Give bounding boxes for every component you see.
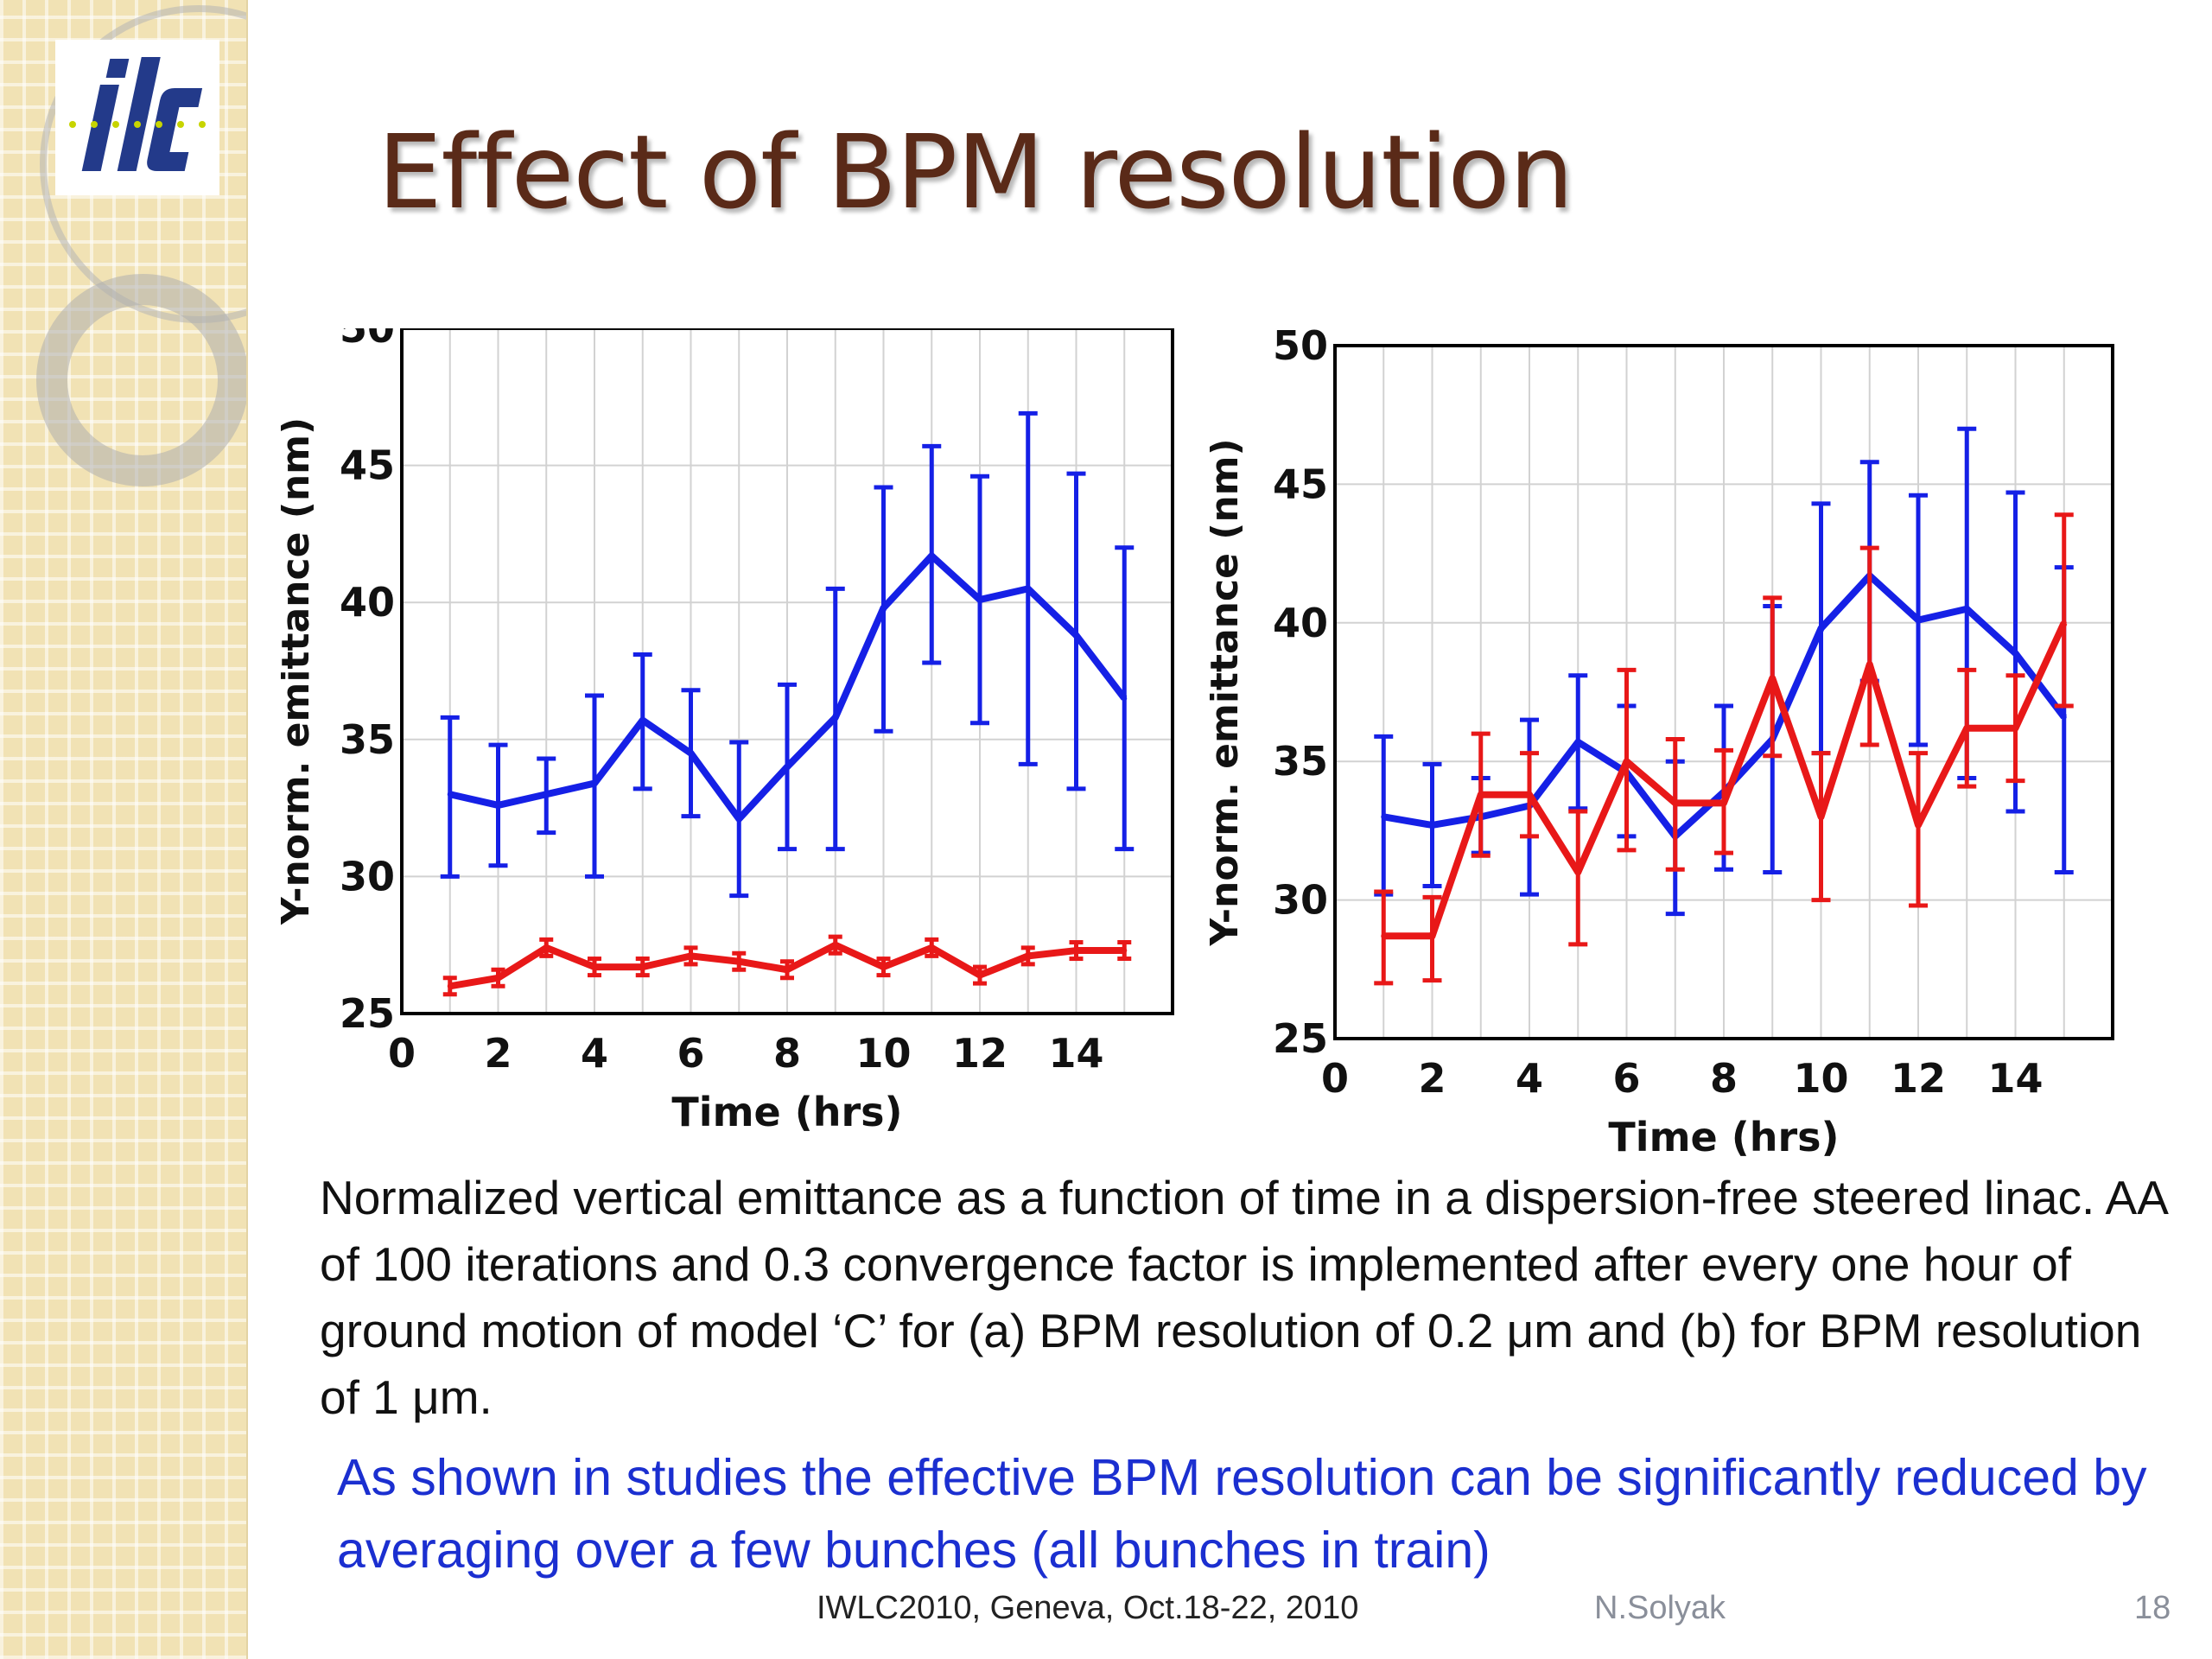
x-tick-label: 0 [388,1030,416,1077]
x-tick-label: 10 [855,1030,911,1077]
data-point-blue [495,802,501,808]
data-point-red [1429,933,1435,939]
data-point-red [495,975,501,981]
data-point-red [1866,661,1872,667]
data-point-blue [639,717,645,723]
data-point-red [977,972,982,978]
data-point-blue [1025,586,1031,592]
y-tick-label: 50 [340,328,395,352]
data-point-blue [977,597,982,603]
y-tick-label: 45 [340,442,395,489]
ilc-logo [55,40,219,195]
x-tick-label: 8 [773,1030,801,1077]
x-tick-label: 2 [1418,1055,1446,1102]
data-point-blue [1073,632,1079,639]
x-axis-label: Time (hrs) [1608,1114,1839,1160]
x-tick-label: 4 [1516,1055,1543,1102]
data-point-blue [688,750,694,756]
y-tick-label: 35 [1273,738,1328,785]
data-point-red [1073,948,1079,954]
x-tick-label: 0 [1321,1055,1349,1102]
data-point-red [1122,948,1128,954]
data-point-blue [447,791,453,798]
data-point-red [1527,791,1532,798]
chart-a-bpm-0.2um: 0 2 4 6 8 10 12 14 25 30 35 40 45 50 Time (hrs) Y-norm.… [281,328,1174,1135]
data-point-blue [736,816,742,822]
data-point-red [832,942,838,948]
x-tick-label: 6 [1612,1055,1640,1102]
data-point-red [447,983,453,989]
data-point-red [1575,869,1581,875]
data-point-red [543,944,550,950]
y-tick-label: 30 [1273,877,1328,924]
data-point-red [1770,675,1776,681]
data-point-blue [2012,651,2018,657]
x-tick-label: 2 [484,1030,512,1077]
footer-page-number: 18 [2134,1590,2171,1626]
slide-title: Effect of BPM resolution [378,112,1573,232]
y-tick-label: 25 [340,990,395,1037]
figure-caption: Normalized vertical emittance as a funct… [320,1171,2166,1424]
data-point-red [880,964,887,970]
y-tick-label: 50 [1273,328,1328,369]
plot-frame [400,328,1174,1015]
data-point-red [2012,725,2018,731]
data-point-blue [1964,606,1970,612]
data-point-red [592,964,597,970]
data-point-red [785,967,790,973]
data-point-red [1721,800,1726,806]
footer-conference: IWLC2010, Geneva, Oct.18-22, 2010 [817,1590,1359,1626]
data-point-red [1478,791,1484,798]
data-point-red [1672,800,1678,806]
data-point-red [1381,933,1387,939]
x-tick-label: 4 [581,1030,608,1077]
data-point-red [1624,759,1630,765]
y-axis-label: Y-norm. emittance (nm) [1210,438,1247,946]
summary-note: As shown in studies the effective BPM re… [337,1449,2147,1579]
sidebar-rings-decoration [36,5,246,486]
data-point-blue [543,791,550,798]
data-point-blue [832,715,838,721]
x-tick-label: 8 [1710,1055,1738,1102]
y-tick-label: 35 [340,716,395,763]
data-point-blue [1122,696,1128,702]
data-point-blue [1429,822,1435,828]
data-point-red [736,958,742,964]
x-axis-label: Time (hrs) [671,1089,902,1135]
data-point-blue [592,780,597,786]
ilc-logo-graphic [69,57,206,171]
x-tick-label: 14 [1987,1055,2043,1102]
y-tick-label: 40 [1273,600,1328,646]
y-tick-label: 30 [340,853,395,899]
y-tick-label: 25 [1273,1015,1328,1062]
y-tick-label: 40 [340,579,395,626]
x-tick-label: 12 [952,1030,1007,1077]
data-point-red [1916,822,1921,828]
data-point-red [1818,814,1824,820]
data-point-blue [1381,814,1387,820]
data-point-blue [2061,714,2067,720]
data-point-red [929,944,935,950]
data-point-red [1025,953,1031,959]
data-point-blue [929,553,935,559]
chart-b-bpm-1um: 0 2 4 6 8 10 12 14 25 30 35 40 45 50 Time (hrs) Y-norm.… [1210,328,2114,1160]
data-point-red [639,964,645,970]
footer-author: N.Solyak [1594,1590,1726,1626]
x-tick-label: 14 [1048,1030,1103,1077]
data-point-red [1964,725,1970,731]
plot-frame [1333,344,2114,1040]
x-tick-label: 6 [677,1030,704,1077]
data-point-red [2061,620,2067,626]
data-point-blue [1916,617,1921,623]
data-point-blue [1575,739,1581,745]
data-point-red [688,953,694,959]
y-axis-label: Y-norm. emittance (nm) [281,417,318,925]
data-point-blue [1818,626,1824,632]
x-tick-label: 10 [1793,1055,1848,1102]
data-point-blue [880,605,887,611]
x-tick-label: 12 [1891,1055,1946,1102]
y-tick-label: 45 [1273,461,1328,507]
data-point-blue [785,764,790,770]
